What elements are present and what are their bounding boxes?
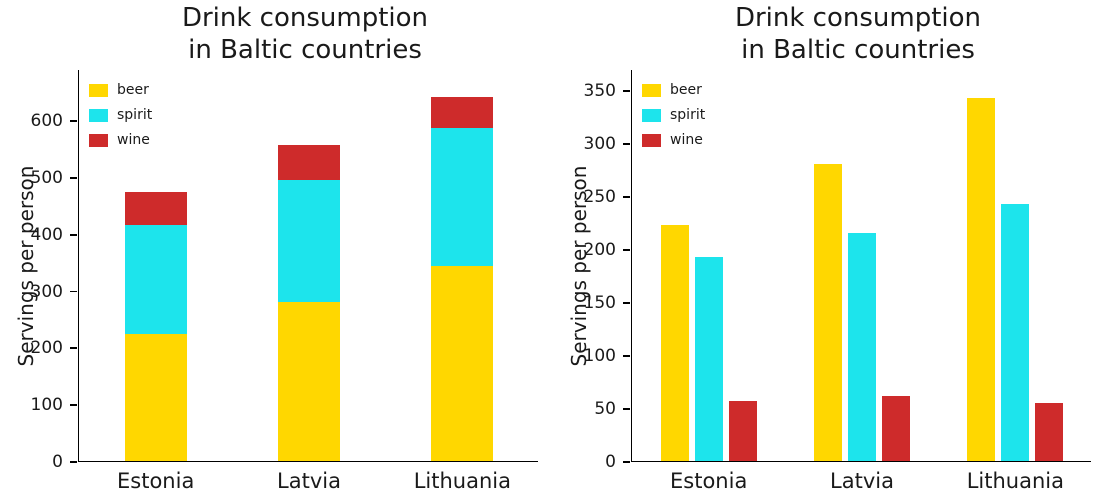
y-tick-label: 350	[583, 81, 616, 102]
y-tick-mark	[70, 404, 77, 407]
bar-beer-latvia	[814, 164, 842, 461]
bar-beer-lithuania	[431, 266, 494, 461]
bar-wine-estonia	[124, 192, 187, 225]
bar-wine-estonia	[728, 400, 757, 461]
chart-title: Drink consumption in Baltic countries	[734, 3, 982, 65]
legend-label-wine: wine	[117, 132, 150, 148]
y-tick-label: 400	[30, 224, 63, 245]
y-tick-mark	[623, 408, 630, 410]
x-axis-label-lithuania: Lithuania	[413, 469, 511, 493]
y-tick-mark	[623, 461, 630, 463]
legend-item-spirit: spirit	[642, 107, 705, 123]
y-tick-label: 250	[583, 187, 616, 208]
y-axis-label: Servings per person	[14, 165, 38, 367]
y-tick-label: 0	[605, 452, 616, 472]
bar-spirit-lithuania	[1001, 203, 1030, 461]
bar-spirit-estonia	[694, 256, 723, 461]
y-tick-mark	[70, 461, 77, 463]
y-tick-mark	[623, 355, 630, 357]
y-tick-label: 150	[583, 293, 616, 314]
y-tick-label: 300	[583, 134, 616, 155]
bar-spirit-latvia	[278, 179, 340, 302]
legend-swatch-spirit	[642, 108, 661, 122]
x-axis-label-estonia: Estonia	[670, 469, 748, 493]
y-tick-mark	[70, 233, 77, 236]
y-tick-label: 0	[52, 452, 63, 472]
y-tick-mark	[70, 290, 77, 293]
y-tick-mark	[623, 196, 630, 199]
legend-label-spirit: spirit	[117, 107, 153, 123]
legend-label-beer: beer	[670, 82, 702, 98]
x-axis-label-latvia: Latvia	[277, 469, 341, 493]
y-tick-label: 200	[583, 240, 616, 261]
legend-item-beer: beer	[89, 82, 152, 98]
legend-swatch-spirit	[89, 108, 108, 122]
legend: beer spirit wine	[89, 82, 152, 157]
legend: beer spirit wine	[642, 82, 705, 157]
legend-swatch-beer	[642, 83, 661, 97]
legend-label-spirit: spirit	[670, 107, 706, 123]
y-tick-mark	[70, 347, 77, 350]
chart-title: Drink consumption in Baltic countries	[181, 3, 429, 65]
x-axis-label-latvia: Latvia	[830, 469, 894, 493]
y-tick-label: 100	[583, 346, 616, 367]
stacked-bar-chart: Drink consumption in Baltic countries Se…	[14, 3, 538, 493]
bar-wine-latvia	[278, 145, 340, 180]
bar-spirit-lithuania	[431, 128, 494, 267]
y-tick-mark	[623, 90, 630, 93]
legend-swatch-beer	[89, 83, 108, 97]
bar-beer-estonia	[124, 334, 187, 461]
y-tick-label: 200	[30, 338, 63, 359]
y-tick-label: 100	[30, 395, 63, 416]
y-tick-label: 600	[30, 111, 63, 132]
legend-label-beer: beer	[117, 82, 149, 98]
y-tick-mark	[623, 302, 630, 304]
bar-spirit-latvia	[848, 233, 876, 461]
y-tick-mark	[70, 120, 77, 123]
plot-area: beer spirit wine 0 50 100 150 200 250 300 350 Esto…	[584, 70, 1091, 493]
y-tick-mark	[623, 143, 630, 146]
x-axis-label-lithuania: Lithuania	[966, 469, 1064, 493]
grouped-bar-chart: Drink consumption in Baltic countries Se…	[553, 0, 1106, 499]
x-axis-label-estonia: Estonia	[117, 469, 195, 493]
bar-wine-lithuania	[431, 96, 494, 129]
bar-wine-latvia	[882, 396, 910, 461]
legend-item-spirit: spirit	[89, 107, 152, 123]
legend-item-wine: wine	[642, 132, 705, 148]
legend-swatch-wine	[89, 133, 108, 147]
y-tick-label: 500	[30, 167, 63, 188]
y-tick-label: 300	[30, 281, 63, 302]
y-tick-mark	[70, 177, 77, 179]
bar-wine-lithuania	[1035, 402, 1064, 461]
bar-beer-estonia	[660, 224, 689, 461]
legend-item-beer: beer	[642, 82, 705, 98]
legend-label-wine: wine	[670, 132, 703, 148]
bar-beer-latvia	[278, 301, 340, 461]
legend-swatch-wine	[642, 133, 661, 147]
bar-beer-lithuania	[967, 97, 996, 461]
legend-item-wine: wine	[89, 132, 152, 148]
plot-area: beer spirit wine 0 100 200 300 400 500 600 Estoni…	[31, 70, 538, 493]
y-tick-label: 50	[594, 399, 616, 420]
bar-spirit-estonia	[124, 224, 187, 335]
y-tick-mark	[623, 249, 630, 251]
